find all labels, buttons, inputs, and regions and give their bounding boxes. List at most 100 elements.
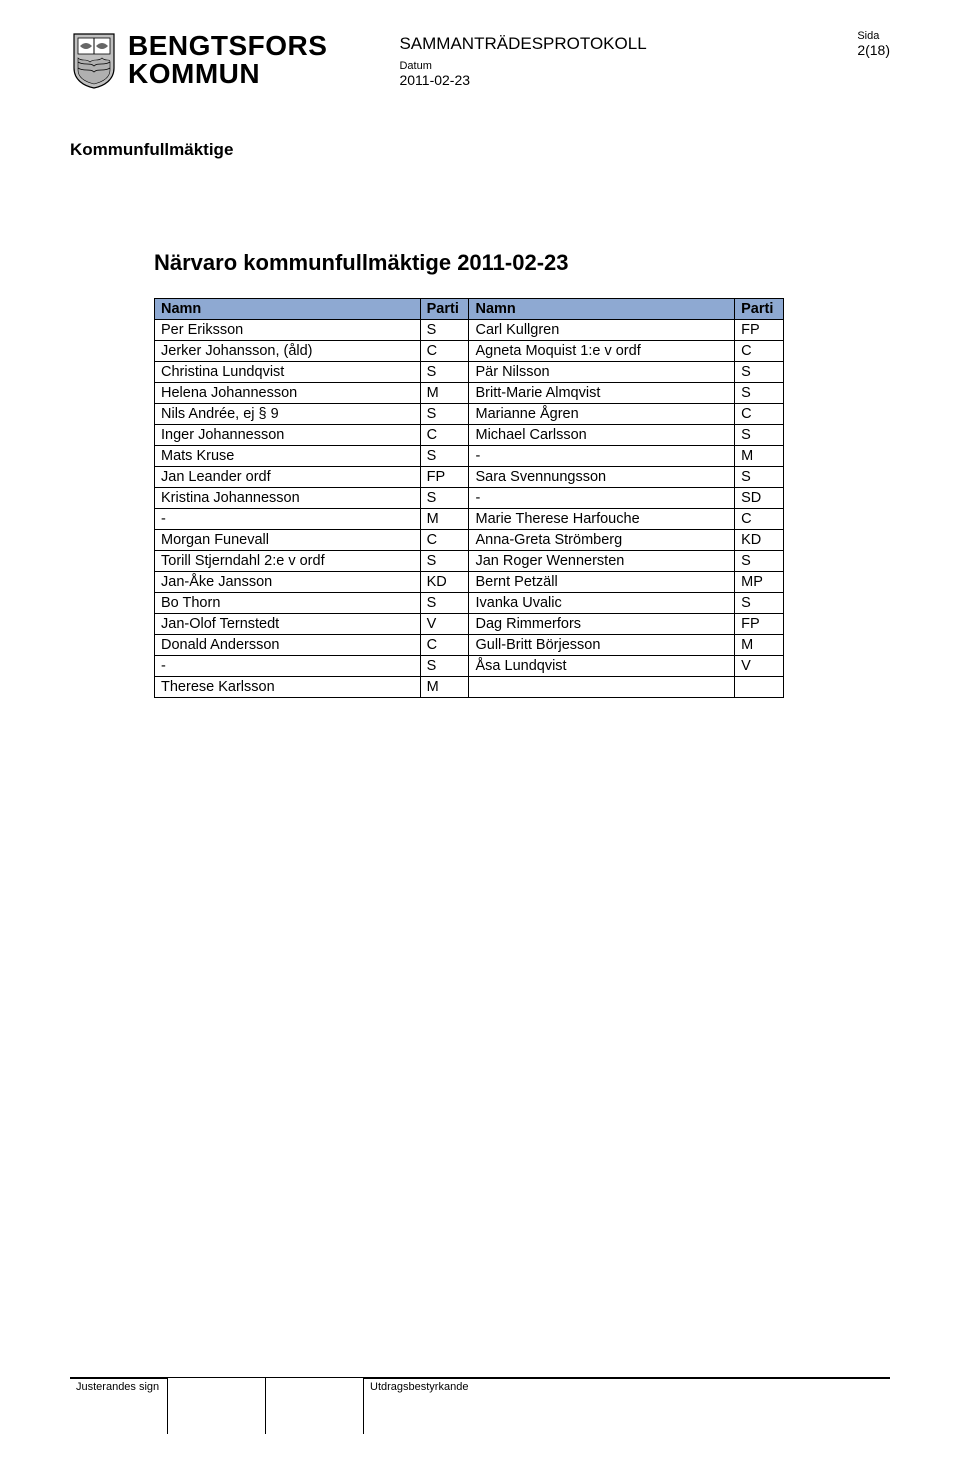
name-cell: - xyxy=(469,446,735,467)
name-cell: Jan-Åke Jansson xyxy=(155,572,421,593)
party-cell: FP xyxy=(420,467,469,488)
party-cell: SD xyxy=(735,488,784,509)
table-row: Jerker Johansson, (åld)CAgneta Moquist 1… xyxy=(155,341,784,362)
name-cell: Donald Andersson xyxy=(155,635,421,656)
table-row: Jan-Olof TernstedtVDag RimmerforsFP xyxy=(155,614,784,635)
name-cell: Marianne Ågren xyxy=(469,404,735,425)
name-cell: Bernt Petzäll xyxy=(469,572,735,593)
party-cell: V xyxy=(735,656,784,677)
name-cell: Jan Leander ordf xyxy=(155,467,421,488)
footer-sign-cell-3 xyxy=(266,1378,364,1434)
party-cell: S xyxy=(420,593,469,614)
table-row: Bo ThornSIvanka UvalicS xyxy=(155,593,784,614)
party-cell: KD xyxy=(735,530,784,551)
party-cell: C xyxy=(420,341,469,362)
name-cell: Jan-Olof Ternstedt xyxy=(155,614,421,635)
name-cell: Mats Kruse xyxy=(155,446,421,467)
subheading: Kommunfullmäktige xyxy=(70,140,890,160)
name-cell: Bo Thorn xyxy=(155,593,421,614)
document-title: SAMMANTRÄDESPROTOKOLL xyxy=(399,34,646,54)
attendance-table: Namn Parti Namn Parti Per ErikssonSCarl … xyxy=(154,298,784,698)
name-cell: Per Eriksson xyxy=(155,320,421,341)
party-cell: S xyxy=(420,320,469,341)
party-cell: M xyxy=(420,677,469,698)
name-cell: Agneta Moquist 1:e v ordf xyxy=(469,341,735,362)
header-right: Sida 2(18) xyxy=(857,30,890,58)
name-cell: Michael Carlsson xyxy=(469,425,735,446)
name-cell: Torill Stjerndahl 2:e v ordf xyxy=(155,551,421,572)
col-header-party-left: Parti xyxy=(420,299,469,320)
party-cell: S xyxy=(735,362,784,383)
party-cell: S xyxy=(420,446,469,467)
name-cell xyxy=(469,677,735,698)
footer-cert-label: Utdragsbestyrkande xyxy=(370,1381,468,1393)
name-cell: Morgan Funevall xyxy=(155,530,421,551)
party-cell: C xyxy=(420,425,469,446)
table-row: Jan-Åke JanssonKDBernt PetzällMP xyxy=(155,572,784,593)
party-cell: V xyxy=(420,614,469,635)
party-cell xyxy=(735,677,784,698)
table-row: Torill Stjerndahl 2:e v ordfSJan Roger W… xyxy=(155,551,784,572)
party-cell: KD xyxy=(420,572,469,593)
name-cell: Pär Nilsson xyxy=(469,362,735,383)
date-value: 2011-02-23 xyxy=(399,72,646,88)
page-footer: Justerandes sign Utdragsbestyrkande xyxy=(70,1377,890,1434)
col-header-name-right: Namn xyxy=(469,299,735,320)
name-cell: Jan Roger Wennersten xyxy=(469,551,735,572)
col-header-party-right: Parti xyxy=(735,299,784,320)
party-cell: S xyxy=(420,488,469,509)
name-cell: Nils Andrée, ej § 9 xyxy=(155,404,421,425)
table-row: Christina LundqvistSPär NilssonS xyxy=(155,362,784,383)
table-row: Therese KarlssonM xyxy=(155,677,784,698)
name-cell: Inger Johannesson xyxy=(155,425,421,446)
name-cell: - xyxy=(155,656,421,677)
party-cell: FP xyxy=(735,614,784,635)
name-cell: Helena Johannesson xyxy=(155,383,421,404)
name-cell: Carl Kullgren xyxy=(469,320,735,341)
table-row: Nils Andrée, ej § 9SMarianne ÅgrenC xyxy=(155,404,784,425)
col-header-name-left: Namn xyxy=(155,299,421,320)
party-cell: S xyxy=(735,383,784,404)
table-row: Inger JohannessonCMichael CarlssonS xyxy=(155,425,784,446)
name-cell: Christina Lundqvist xyxy=(155,362,421,383)
org-name-line2: KOMMUN xyxy=(128,60,327,88)
logo-block: BENGTSFORS KOMMUN xyxy=(70,30,327,90)
attendance-table-wrap: Namn Parti Namn Parti Per ErikssonSCarl … xyxy=(154,298,784,698)
party-cell: S xyxy=(420,656,469,677)
header-center: SAMMANTRÄDESPROTOKOLL Datum 2011-02-23 xyxy=(399,34,646,88)
table-row: Per ErikssonSCarl KullgrenFP xyxy=(155,320,784,341)
party-cell: C xyxy=(735,341,784,362)
name-cell: - xyxy=(469,488,735,509)
party-cell: C xyxy=(735,404,784,425)
party-cell: C xyxy=(735,509,784,530)
table-row: Donald AnderssonCGull-Britt BörjessonM xyxy=(155,635,784,656)
table-row: -MMarie Therese HarfoucheC xyxy=(155,509,784,530)
party-cell: M xyxy=(420,509,469,530)
page-number-label: Sida xyxy=(857,30,890,42)
municipality-crest-icon xyxy=(70,30,118,90)
party-cell: S xyxy=(735,467,784,488)
name-cell: - xyxy=(155,509,421,530)
name-cell: Jerker Johansson, (åld) xyxy=(155,341,421,362)
date-label: Datum xyxy=(399,60,646,72)
party-cell: M xyxy=(420,383,469,404)
party-cell: S xyxy=(420,362,469,383)
table-row: Mats KruseS-M xyxy=(155,446,784,467)
party-cell: S xyxy=(420,551,469,572)
party-cell: C xyxy=(420,530,469,551)
party-cell: M xyxy=(735,446,784,467)
org-name-line1: BENGTSFORS xyxy=(128,32,327,60)
name-cell: Kristina Johannesson xyxy=(155,488,421,509)
party-cell: S xyxy=(735,425,784,446)
table-row: Kristina JohannessonS-SD xyxy=(155,488,784,509)
page-number-value: 2(18) xyxy=(857,42,890,58)
table-row: -SÅsa LundqvistV xyxy=(155,656,784,677)
name-cell: Åsa Lundqvist xyxy=(469,656,735,677)
footer-sign-cell-2 xyxy=(168,1378,266,1434)
name-cell: Gull-Britt Börjesson xyxy=(469,635,735,656)
page-header: BENGTSFORS KOMMUN SAMMANTRÄDESPROTOKOLL … xyxy=(70,30,890,90)
name-cell: Ivanka Uvalic xyxy=(469,593,735,614)
name-cell: Marie Therese Harfouche xyxy=(469,509,735,530)
table-row: Jan Leander ordfFPSara SvennungssonS xyxy=(155,467,784,488)
party-cell: C xyxy=(420,635,469,656)
